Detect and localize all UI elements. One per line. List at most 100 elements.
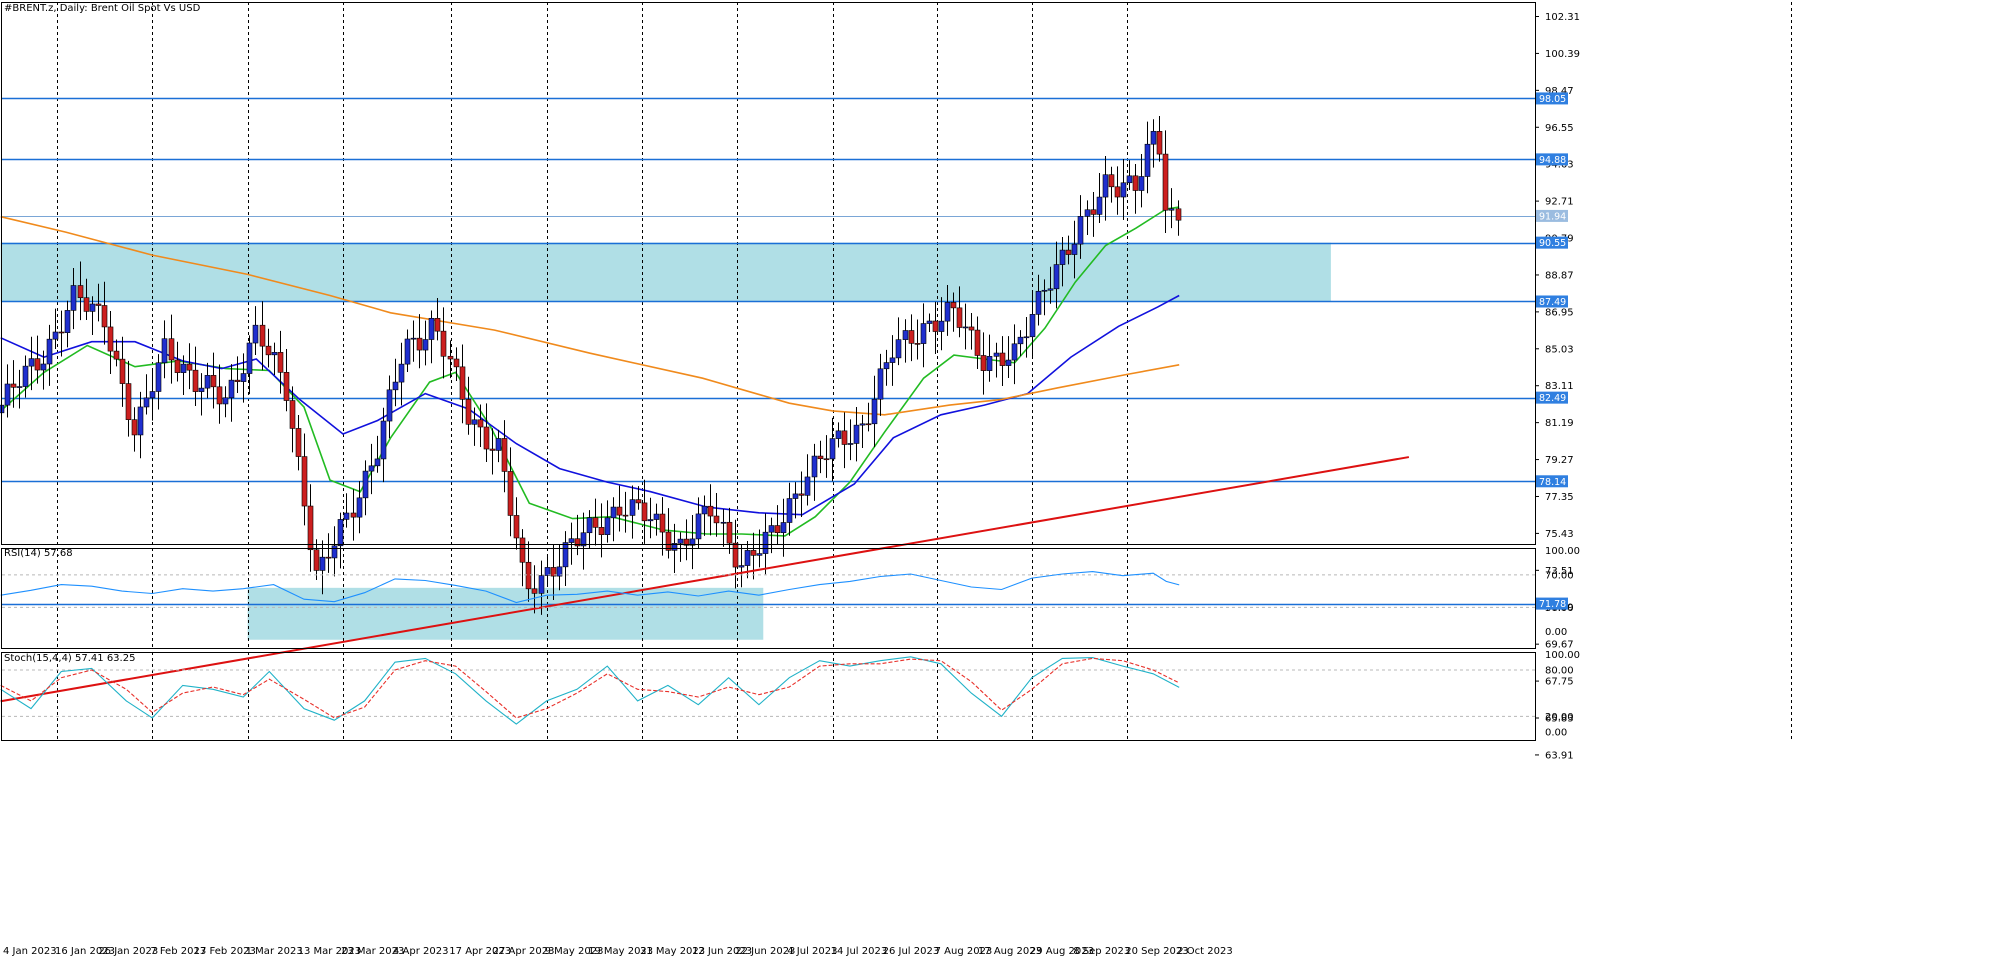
candle (513, 497, 520, 550)
candle (507, 447, 514, 537)
candle-body (544, 567, 551, 576)
candle-body (756, 553, 763, 556)
candle (762, 513, 769, 575)
candle-body (914, 343, 921, 345)
candle (1108, 166, 1115, 203)
x-tick-label: 8 Sep 2023 (1073, 946, 1130, 957)
candle (804, 454, 811, 506)
candle-body (531, 588, 538, 594)
candle-body (289, 400, 296, 429)
candle-body (428, 317, 435, 340)
candle-body (513, 515, 520, 539)
candle-body (64, 310, 71, 333)
x-tick-label: 17 Aug 2023 (978, 946, 1042, 957)
candle (550, 544, 557, 601)
candle-body (1102, 174, 1109, 198)
candle (222, 386, 229, 418)
candle-body (871, 398, 878, 425)
candle (774, 505, 781, 545)
y-tick-label: 69.67 (1545, 640, 1574, 651)
candle-body (222, 397, 229, 405)
candle (301, 433, 308, 526)
candle-body (216, 386, 223, 405)
candle (1029, 290, 1036, 358)
candle (113, 339, 120, 367)
candle (932, 301, 939, 354)
panel-frame (1, 548, 1536, 649)
candle (119, 336, 126, 407)
candle-body (149, 391, 156, 399)
indicator-lines (0, 571, 1535, 725)
candle-body (1071, 243, 1078, 255)
candle (544, 554, 551, 586)
candle (944, 285, 951, 336)
x-tick-label: 23 Mar 2023 (341, 946, 404, 957)
candle-body (738, 565, 745, 568)
candle (914, 319, 921, 360)
candle (525, 541, 532, 602)
rsi-tick-label: 100.00 (1545, 546, 1580, 557)
candle-body (920, 323, 927, 344)
candle (859, 414, 866, 448)
x-tick-label: 17 Apr 2023 (449, 946, 511, 957)
candle (889, 335, 896, 386)
candle (404, 329, 411, 372)
candle (216, 364, 223, 424)
candle-body (598, 527, 605, 535)
candle (974, 316, 981, 370)
rsi-tick-label: 0.00 (1545, 627, 1567, 638)
price-tag-bg (1536, 597, 1568, 610)
candle-body (750, 550, 757, 556)
candle (277, 330, 284, 394)
y-tick-label: 65.83 (1545, 714, 1574, 725)
candle-body (1138, 176, 1145, 191)
candle-body (83, 297, 90, 312)
candle-body (695, 513, 702, 540)
candle-body (732, 542, 739, 568)
x-tick-label: 9 May 2023 (545, 946, 604, 957)
candle-body (647, 519, 654, 522)
candle-body (768, 525, 775, 533)
candle (1090, 191, 1097, 237)
candle-body (980, 355, 987, 371)
candle-body (932, 320, 939, 332)
candle (701, 495, 708, 536)
candle-body (325, 556, 332, 559)
x-tick-label: 26 Jul 2023 (883, 946, 940, 957)
x-tick-label: 31 May 2023 (640, 946, 705, 957)
candle-body (507, 471, 514, 516)
candle (259, 301, 266, 371)
x-tick-label: 20 Sep 2023 (1125, 946, 1188, 957)
candle (1156, 115, 1163, 162)
vertical-grid (57, 2, 1792, 740)
candle-body (1162, 153, 1169, 211)
candle (871, 375, 878, 448)
candle (956, 286, 963, 338)
candle (240, 353, 247, 403)
candle-body (556, 566, 563, 577)
candle (738, 544, 745, 588)
candle (883, 349, 890, 386)
candle (77, 261, 84, 321)
candle-body (762, 531, 769, 554)
candle (83, 278, 90, 320)
candle (792, 482, 799, 519)
candle (198, 373, 205, 416)
candle (477, 404, 484, 448)
candle (1096, 173, 1103, 223)
candle (107, 311, 114, 375)
candle-body (495, 438, 502, 451)
candle-body (1132, 175, 1139, 191)
candle-body (974, 329, 981, 356)
candle-body (416, 337, 423, 351)
y-tick-label: 85.03 (1545, 344, 1574, 355)
candle-body (440, 330, 447, 357)
candle-body (926, 320, 933, 324)
candle-body (610, 506, 617, 519)
candle-body (137, 406, 144, 436)
stoch-signal-line (0, 657, 1180, 719)
candle-body (161, 338, 168, 364)
candle (246, 335, 253, 395)
panel-frame (1, 2, 1536, 545)
